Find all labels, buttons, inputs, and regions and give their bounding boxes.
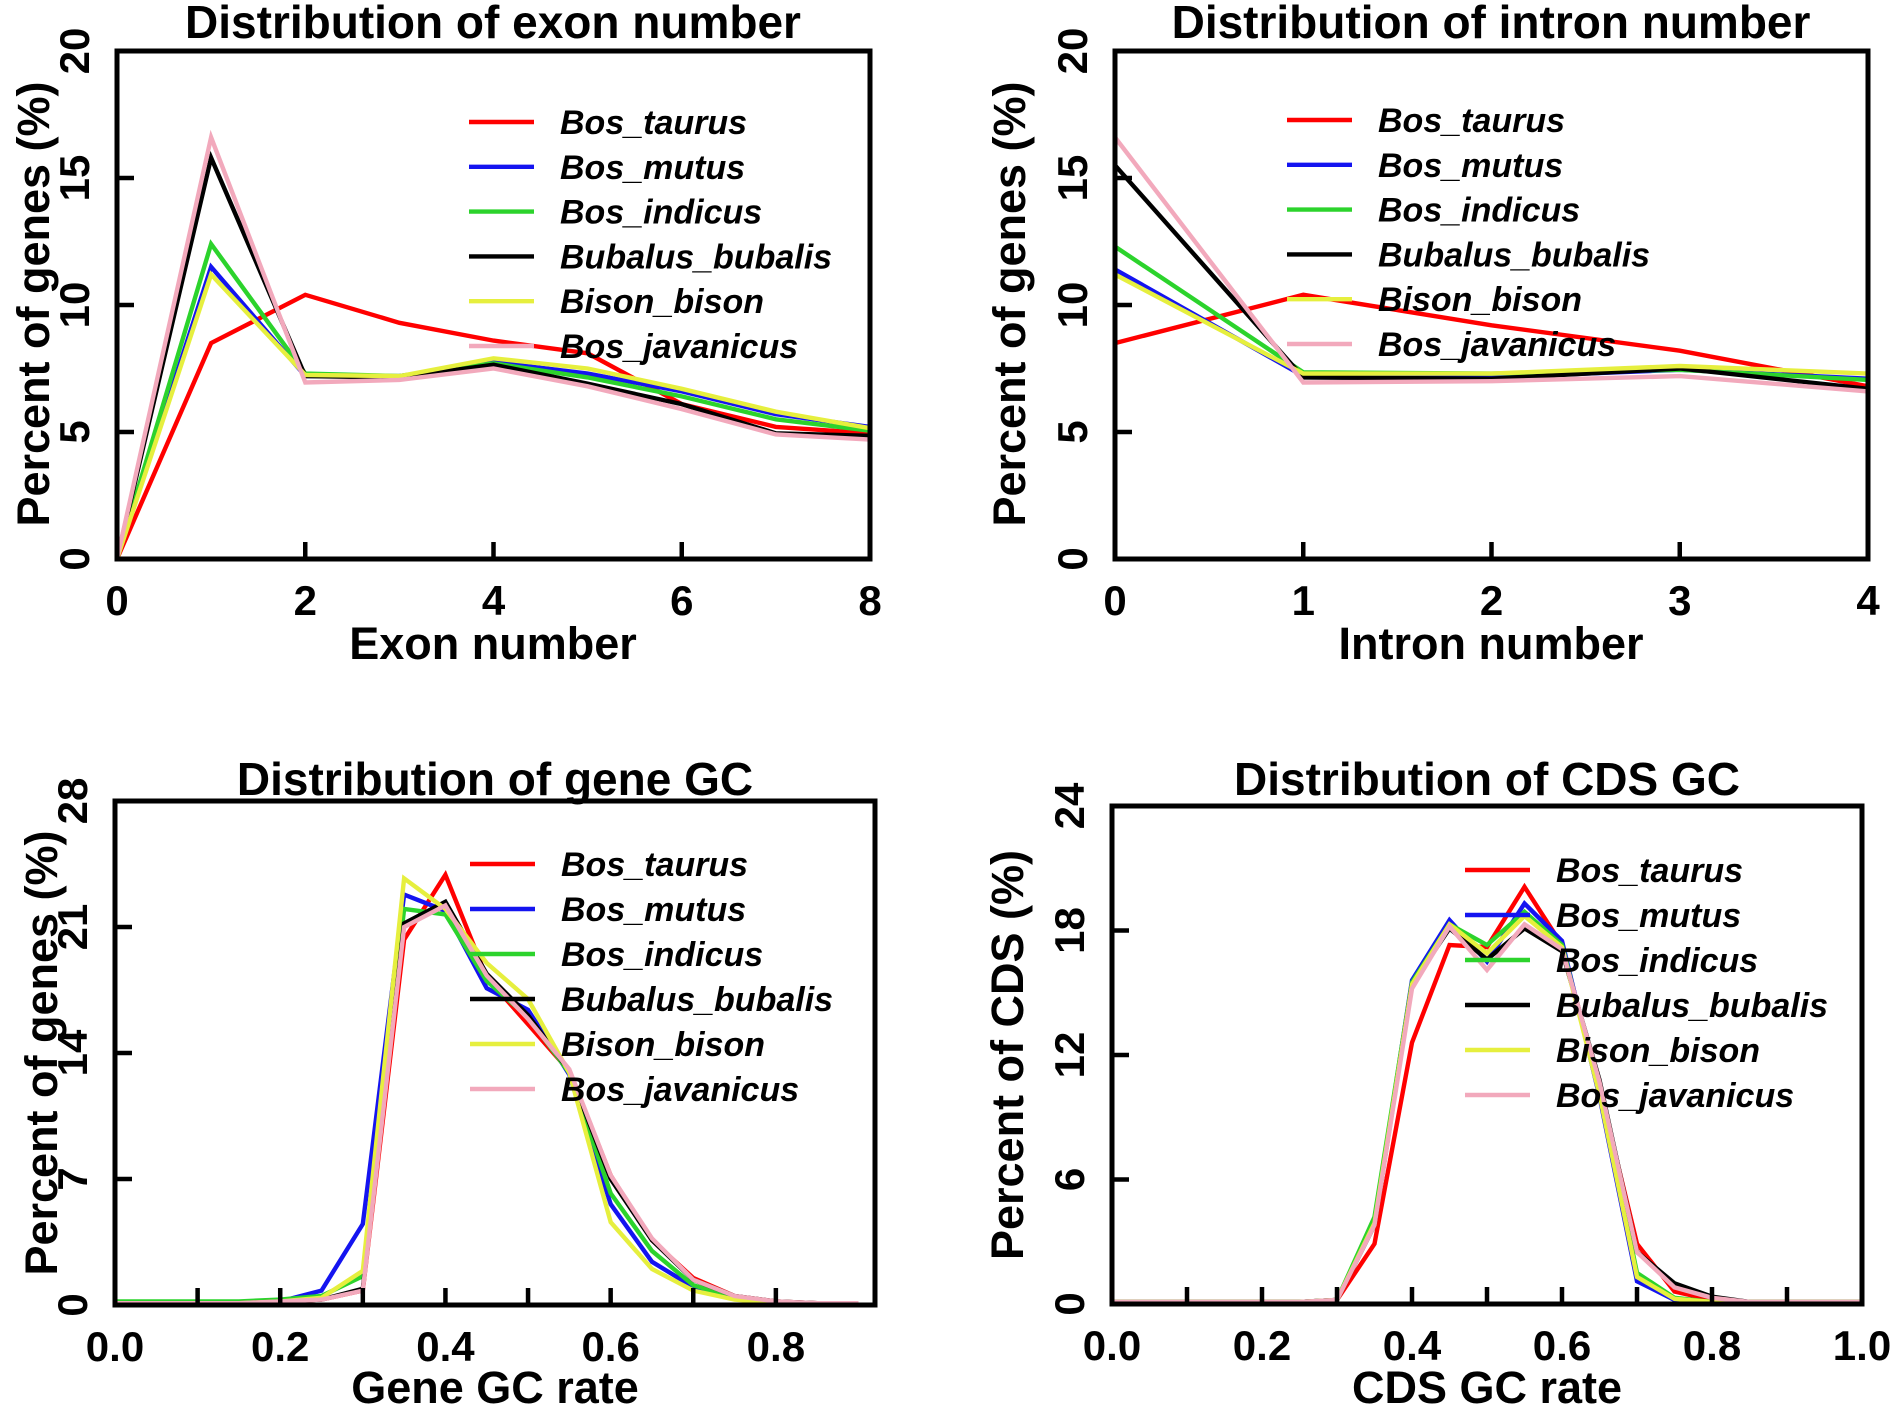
series-line-Bubalus_bubalis xyxy=(1112,925,1862,1305)
x-axis-label-cdsgc: CDS GC rate xyxy=(1351,1362,1623,1413)
legend-label-Bos_taurus: Bos_taurus xyxy=(1378,102,1565,140)
x-tick-label: 0.2 xyxy=(251,1323,309,1370)
y-axis-label-cdsgc: Percent of CDS (%) xyxy=(982,849,1033,1261)
legend-label-Bos_javanicus: Bos_javanicus xyxy=(560,328,798,366)
legend-label-Bos_mutus: Bos_mutus xyxy=(561,891,746,929)
legend-label-Bos_javanicus: Bos_javanicus xyxy=(1378,326,1616,364)
legend-label-Bos_javanicus: Bos_javanicus xyxy=(561,1071,799,1109)
x-tick-label: 0.2 xyxy=(1233,1322,1291,1369)
series-line-Bos_javanicus xyxy=(114,129,871,560)
x-tick-label: 8 xyxy=(858,577,881,624)
x-tick-label: 0.8 xyxy=(1683,1322,1741,1369)
y-axis-label-exon: Percent of genes (%) xyxy=(8,81,59,527)
y-tick-label: 0 xyxy=(1049,547,1096,570)
x-tick-label: 0.8 xyxy=(747,1323,805,1370)
x-axis-label-exon: Exon number xyxy=(349,618,637,669)
legend-label-Bison_bison: Bison_bison xyxy=(560,283,764,321)
x-axis-label-intron: Intron number xyxy=(1338,618,1644,669)
x-tick-label: 0 xyxy=(1103,577,1126,624)
y-tick-label: 0 xyxy=(51,547,98,570)
chart-2: 0.0 0.2 0.4 0.6 0.8 0 7 14 21 28 Bos_taurus Bos_mut… xyxy=(49,778,878,1370)
series-line-Bubalus_bubalis xyxy=(1113,163,1869,391)
x-tick-label: 0.0 xyxy=(1083,1322,1141,1369)
legend-label-Bubalus_bubalis: Bubalus_bubalis xyxy=(1556,987,1828,1025)
x-tick-label: 6 xyxy=(670,577,693,624)
y-tick-label: 5 xyxy=(51,420,98,443)
y-axis-label-genegc: Percent of genes (%) xyxy=(16,830,67,1276)
legend-label-Bos_indicus: Bos_indicus xyxy=(1556,942,1758,980)
legend-label-Bubalus_bubalis: Bubalus_bubalis xyxy=(560,238,832,276)
y-tick-label: 6 xyxy=(1046,1168,1093,1191)
y-tick-label: 28 xyxy=(49,778,96,825)
legend-label-Bos_mutus: Bos_mutus xyxy=(560,149,745,187)
legend-label-Bos_taurus: Bos_taurus xyxy=(561,846,748,884)
series-line-Bison_bison xyxy=(1113,272,1869,376)
chart-0: 0 2 4 6 8 0 5 10 15 20 Bos_taurus Bos_mutus Bos_indi… xyxy=(51,28,882,624)
y-tick-label: 12 xyxy=(1046,1032,1093,1079)
chart-title-exon: Distribution of exon number xyxy=(185,0,801,48)
legend-label-Bos_mutus: Bos_mutus xyxy=(1378,147,1563,185)
series-line-Bos_taurus xyxy=(114,292,871,560)
legend-label-Bison_bison: Bison_bison xyxy=(1556,1032,1760,1070)
y-tick-label: 7 xyxy=(49,1167,96,1190)
x-tick-label: 2 xyxy=(294,577,317,624)
legend-label-Bos_indicus: Bos_indicus xyxy=(561,936,763,974)
legend-label-Bubalus_bubalis: Bubalus_bubalis xyxy=(1378,236,1650,274)
y-axis-label-intron: Percent of genes (%) xyxy=(984,81,1035,527)
y-tick-label: 15 xyxy=(51,155,98,202)
legend-label-Bubalus_bubalis: Bubalus_bubalis xyxy=(561,981,833,1019)
y-tick-label: 18 xyxy=(1046,907,1093,954)
x-axis-label-genegc: Gene GC rate xyxy=(351,1362,639,1413)
legend-label-Bos_mutus: Bos_mutus xyxy=(1556,897,1741,935)
y-tick-label: 10 xyxy=(51,282,98,329)
y-tick-label: 0 xyxy=(49,1293,96,1316)
x-tick-label: 1 xyxy=(1292,577,1315,624)
y-tick-label: 0 xyxy=(1046,1292,1093,1315)
y-tick-label: 20 xyxy=(51,28,98,75)
x-tick-label: 0.0 xyxy=(86,1323,144,1370)
series-line-Bubalus_bubalis xyxy=(114,150,871,560)
x-tick-label: 0.6 xyxy=(581,1323,639,1370)
chart-title-intron: Distribution of intron number xyxy=(1171,0,1811,48)
x-tick-label: 3 xyxy=(1668,577,1691,624)
x-tick-label: 0 xyxy=(105,577,128,624)
legend-label-Bos_taurus: Bos_taurus xyxy=(1556,852,1743,890)
y-tick-label: 21 xyxy=(49,904,96,951)
x-tick-label: 4 xyxy=(1856,577,1880,624)
chart-title-cdsgc: Distribution of CDS GC xyxy=(1234,753,1740,805)
chart-title-genegc: Distribution of gene GC xyxy=(236,753,754,805)
x-tick-label: 1.0 xyxy=(1833,1322,1891,1369)
x-tick-label: 0.6 xyxy=(1533,1322,1591,1369)
legend-label-Bos_indicus: Bos_indicus xyxy=(560,194,762,232)
x-tick-label: 0.4 xyxy=(416,1323,475,1370)
y-tick-label: 10 xyxy=(1049,282,1096,329)
legend-label-Bison_bison: Bison_bison xyxy=(1378,281,1582,319)
x-tick-label: 2 xyxy=(1480,577,1503,624)
legend-label-Bison_bison: Bison_bison xyxy=(561,1026,765,1064)
chart-3: 0.0 0.2 0.4 0.6 0.8 1.0 0 6 12 18 24 Bos_taurus Bos_… xyxy=(1046,782,1891,1369)
y-tick-label: 15 xyxy=(1049,155,1096,202)
series-line-Bos_javanicus xyxy=(1113,136,1869,394)
legend-label-Bos_javanicus: Bos_javanicus xyxy=(1556,1077,1794,1115)
legend-label-Bos_taurus: Bos_taurus xyxy=(560,104,747,142)
legend-label-Bos_indicus: Bos_indicus xyxy=(1378,192,1580,230)
x-tick-label: 4 xyxy=(482,577,506,624)
chart-1: 0 1 2 3 4 0 5 10 15 20 Bos_taurus Bos_mutus Bos_indi… xyxy=(1049,28,1880,624)
y-tick-label: 24 xyxy=(1046,782,1093,829)
series-line-Bison_bison xyxy=(114,270,871,560)
y-tick-label: 20 xyxy=(1049,28,1096,75)
y-tick-label: 5 xyxy=(1049,420,1096,443)
x-tick-label: 0.4 xyxy=(1383,1322,1442,1369)
series-line-Bos_taurus xyxy=(1114,292,1869,389)
y-tick-label: 14 xyxy=(49,1029,96,1076)
